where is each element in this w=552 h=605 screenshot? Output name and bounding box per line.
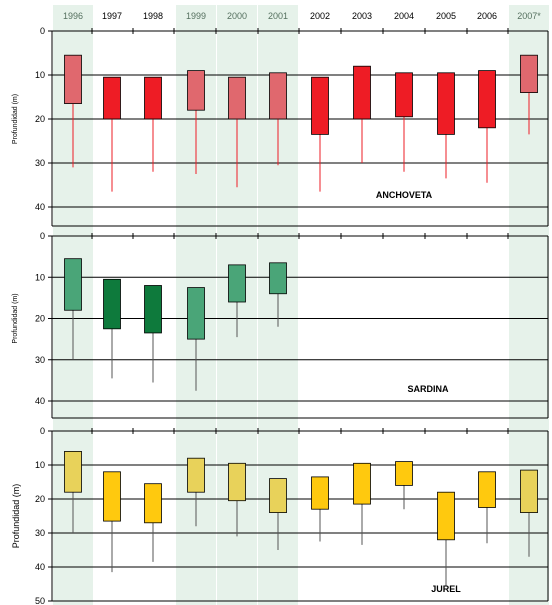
year-label: 2006 [477,11,497,21]
y-tick-label: 20 [35,114,45,124]
y-tick-label: 10 [35,272,45,282]
year-label: 2001 [268,11,288,21]
box-sardina-2001 [269,262,287,295]
box-sardina-1997 [103,278,121,330]
box-anchoveta-2006 [478,70,496,129]
y-tick-label: 40 [35,562,45,572]
year-label: 2007* [517,11,541,21]
box-anchoveta-1996 [64,54,82,105]
year-label: 2002 [310,11,330,21]
year-label: 2003 [352,11,372,21]
y-tick-label: 30 [35,158,45,168]
box-jurel-2002 [311,476,329,510]
box-jurel-2003 [353,462,371,505]
y-tick-label: 10 [35,70,45,80]
box-anchoveta-2003 [353,65,371,120]
box-anchoveta-2001 [269,72,287,120]
year-label: 1996 [63,11,83,21]
y-tick-label: 20 [35,494,45,504]
box-jurel-2007 [520,469,538,514]
box-jurel-2000 [228,462,246,502]
year-label: 1999 [186,11,206,21]
year-label: 2004 [394,11,414,21]
y-tick-label: 40 [35,202,45,212]
box-sardina-2000 [228,264,246,303]
box-anchoveta-2007 [520,54,538,94]
y-axis-label: Profundidad (m) [12,293,19,343]
year-label: 2005 [436,11,456,21]
y-tick-label: 50 [35,596,45,605]
y-tick-label: 0 [40,426,45,436]
y-tick-label: 30 [35,528,45,538]
box-anchoveta-2004 [395,72,413,118]
y-tick-label: 30 [35,355,45,365]
box-anchoveta-2005 [437,72,455,135]
panel-title-anchoveta: ANCHOVETA [376,190,433,200]
y-tick-label: 20 [35,314,45,324]
box-jurel-2001 [269,478,287,514]
panel-sardina: 0 10 20 30 40 Profundidad (m) SARDINA [12,231,549,419]
box-jurel-1996 [64,450,82,493]
box-anchoveta-2002 [311,76,329,135]
box-jurel-1999 [187,457,205,493]
y-axis-label: Profundidad (m) [11,484,21,549]
box-jurel-1997 [103,471,121,522]
box-anchoveta-2000 [228,76,246,120]
panel-title-jurel: JUREL [431,584,461,594]
y-axis-label: Profundidad (m) [12,94,19,144]
box-jurel-2005 [437,491,455,541]
y-tick-label: 0 [40,26,45,36]
y-tick-label: 40 [35,396,45,406]
box-sardina-1998 [144,285,162,334]
y-tick-label: 10 [35,460,45,470]
highlight-bands [53,5,549,605]
panel-title-sardina: SARDINA [407,384,449,394]
box-anchoveta-1998 [144,76,162,120]
panels: 0 10 20 30 40 Profundidad (m) ANCHOVETA 0 10 20 30… [11,26,549,605]
box-sardina-1996 [64,258,82,311]
y-tick-label: 0 [40,231,45,241]
box-jurel-2004 [395,461,413,486]
panel-jurel: 0 10 20 30 40 50 Profundidad (m) JUREL [11,426,549,605]
year-labels: 1996 1997 1998 1999 2000 2001 2002 2003 2004 2005… [63,11,541,21]
year-label: 1998 [143,11,163,21]
box-anchoveta-1999 [187,70,205,111]
box-jurel-1998 [144,483,162,524]
panel-anchoveta: 0 10 20 30 40 Profundidad (m) ANCHOVETA [12,26,549,227]
year-label: 2000 [227,11,247,21]
box-jurel-2006 [478,471,496,508]
box-sardina-1999 [187,287,205,340]
box-anchoveta-1997 [103,76,121,120]
year-label: 1997 [102,11,122,21]
